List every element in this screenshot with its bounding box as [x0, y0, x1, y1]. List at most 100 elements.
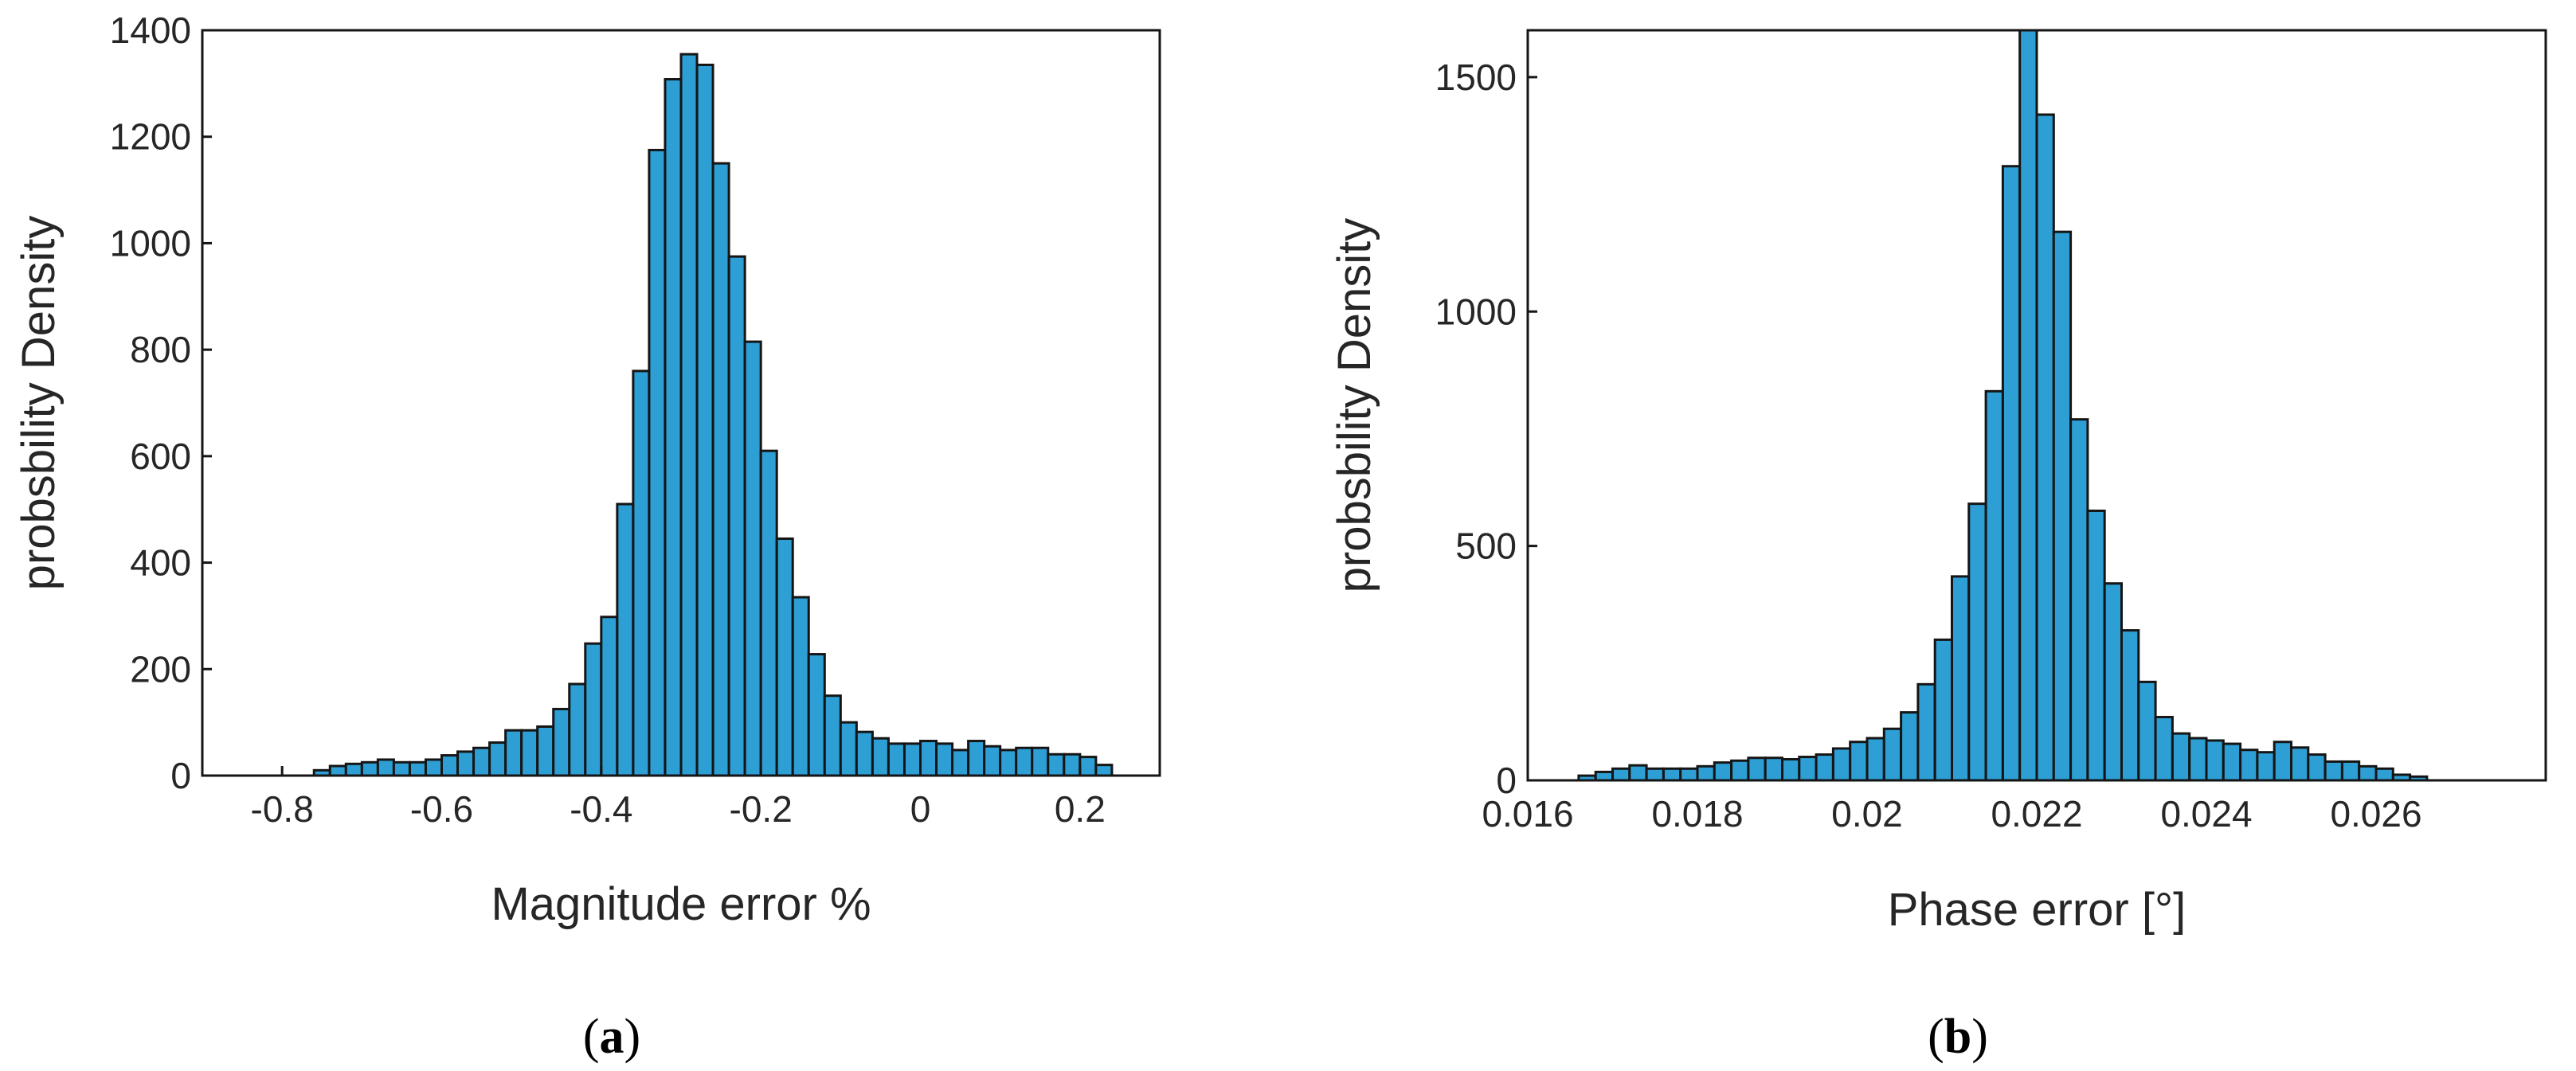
histogram-bar-a [1047, 752, 1066, 777]
histogram-bar-b [1747, 756, 1767, 782]
x-tick-label-b: 0.018 [1651, 793, 1743, 835]
histogram-bar-b [1815, 753, 1834, 782]
histogram-bar-b [2256, 751, 2276, 782]
histogram-bar-b [1933, 638, 1953, 782]
histogram-bar-a [600, 616, 619, 777]
x-tick-label-a: -0.2 [730, 788, 793, 830]
histogram-bar-b [1696, 764, 1716, 782]
histogram-bar-b [2086, 509, 2106, 782]
histogram-bar-b [2103, 582, 2123, 782]
histogram-bar-a [983, 745, 1002, 777]
histogram-bar-a [360, 760, 379, 777]
x-ticks-a: -0.8 -0.6 -0.4 -0.2 0 0.2 [251, 766, 1106, 830]
x-tick-label-b: 0.02 [1831, 793, 1903, 835]
histogram-bar-b [1849, 741, 1869, 782]
x-tick-label-b: 0.024 [2160, 793, 2252, 835]
histogram-bar-a [408, 760, 427, 777]
histogram-bar-b [2205, 739, 2225, 782]
histogram-bar-a [328, 764, 347, 777]
histogram-bar-a [743, 340, 762, 777]
x-tick-label-b: 0.026 [2330, 793, 2421, 835]
histogram-bar-a [902, 742, 922, 777]
y-tick-label-b: 1000 [1435, 291, 1517, 332]
histogram-bar-a [392, 760, 411, 777]
histogram-bar-a [520, 729, 539, 777]
histogram-bar-b [1594, 770, 1614, 782]
histogram-bar-a [1031, 746, 1050, 777]
histogram-bar-a [871, 737, 890, 777]
histogram-bar-b [2035, 113, 2055, 782]
histogram-bar-b [2018, 29, 2038, 782]
y-tick-label-a: 0 [170, 755, 191, 796]
histogram-bar-a [1094, 764, 1114, 777]
histogram-bar-a [711, 162, 730, 777]
histogram-bar-a [695, 63, 714, 777]
histogram-bar-b [1900, 711, 1920, 782]
histogram-bar-a [488, 741, 507, 777]
histogram-bar-b [2137, 680, 2157, 782]
plot-frame-a [201, 29, 1161, 777]
histogram-bar-a [1015, 746, 1034, 777]
histogram-bar-b [2307, 753, 2327, 782]
y-tick-label-a: 800 [130, 329, 191, 370]
y-ticks-b: 0 500 1000 1500 [1435, 57, 1537, 801]
histogram-bar-a [887, 742, 906, 777]
histogram-bar-a [616, 502, 635, 777]
histogram-bar-a [440, 754, 460, 777]
histogram-bar-a [807, 653, 826, 777]
caption-a-letter: a [600, 1010, 624, 1064]
caption-a: (a) [583, 1010, 640, 1064]
histogram-bar-a [791, 596, 810, 777]
y-tick-label-a: 1200 [110, 116, 191, 158]
histogram-bar-b [2273, 741, 2292, 782]
histogram-bar-b [2340, 760, 2361, 782]
histogram-bar-b [1951, 575, 1971, 782]
histogram-bar-b [2290, 746, 2310, 782]
histogram-bar-b [1781, 758, 1801, 782]
x-tick-label-a: 0 [910, 788, 931, 830]
histogram-bar-a [648, 148, 667, 777]
histogram-bar-b [1730, 759, 1750, 782]
histogram-bar-b [2069, 418, 2089, 782]
histogram-bar-b [1916, 682, 1936, 782]
x-ticks-b: 0.016 0.018 0.02 0.022 0.024 0.026 [1482, 771, 2422, 835]
x-tick-label-b: 0.016 [1482, 793, 1573, 835]
histogram-bar-a [775, 537, 794, 777]
histogram-bar-b [2374, 767, 2394, 782]
histogram-bar-a [919, 740, 938, 777]
y-tick-label-a: 200 [130, 648, 191, 690]
histogram-bar-a [536, 725, 555, 777]
histogram-bar-a [568, 682, 587, 777]
histogram-panel-b: 0.016 0.018 0.02 0.022 0.024 0.026 0 500 1000 15… [1329, 29, 2547, 936]
y-axis-label-a: probsbility Density [13, 216, 65, 591]
x-tick-label-a: -0.8 [251, 788, 314, 830]
y-tick-label-a: 600 [130, 436, 191, 477]
histogram-bar-b [1611, 767, 1631, 782]
x-axis-label-b: Phase error [°] [1888, 884, 2186, 936]
histogram-bar-b [2239, 749, 2259, 782]
histogram-bar-a [1063, 752, 1082, 777]
plot-frame-b [1526, 29, 2547, 782]
histogram-bar-b [1984, 389, 2004, 782]
histogram-bar-a [855, 730, 874, 777]
histogram-bar-b [2323, 760, 2343, 782]
histogram-bar-a [823, 694, 842, 777]
histogram-bar-a [456, 750, 476, 777]
histogram-bar-b [1628, 764, 1648, 782]
histogram-bar-b [2188, 737, 2208, 782]
histogram-bar-a [999, 749, 1018, 777]
histogram-bar-a [935, 742, 954, 777]
histogram-bar-a [424, 758, 444, 777]
histogram-bar-b [1831, 747, 1852, 782]
histogram-bar-b [1662, 767, 1682, 782]
histogram-bar-a [584, 642, 603, 777]
histogram-bar-a [1079, 756, 1098, 777]
y-tick-label-b: 500 [1455, 526, 1517, 567]
histogram-bar-b [2001, 165, 2022, 782]
histogram-bar-a [759, 449, 778, 777]
x-tick-label-b: 0.022 [1991, 793, 2082, 835]
histogram-bar-a [951, 749, 970, 777]
y-tick-label-b: 0 [1496, 760, 1517, 801]
histogram-panel-a: -0.8 -0.6 -0.4 -0.2 0 0.2 0 200 400 600 800 1000 12… [13, 10, 1161, 930]
